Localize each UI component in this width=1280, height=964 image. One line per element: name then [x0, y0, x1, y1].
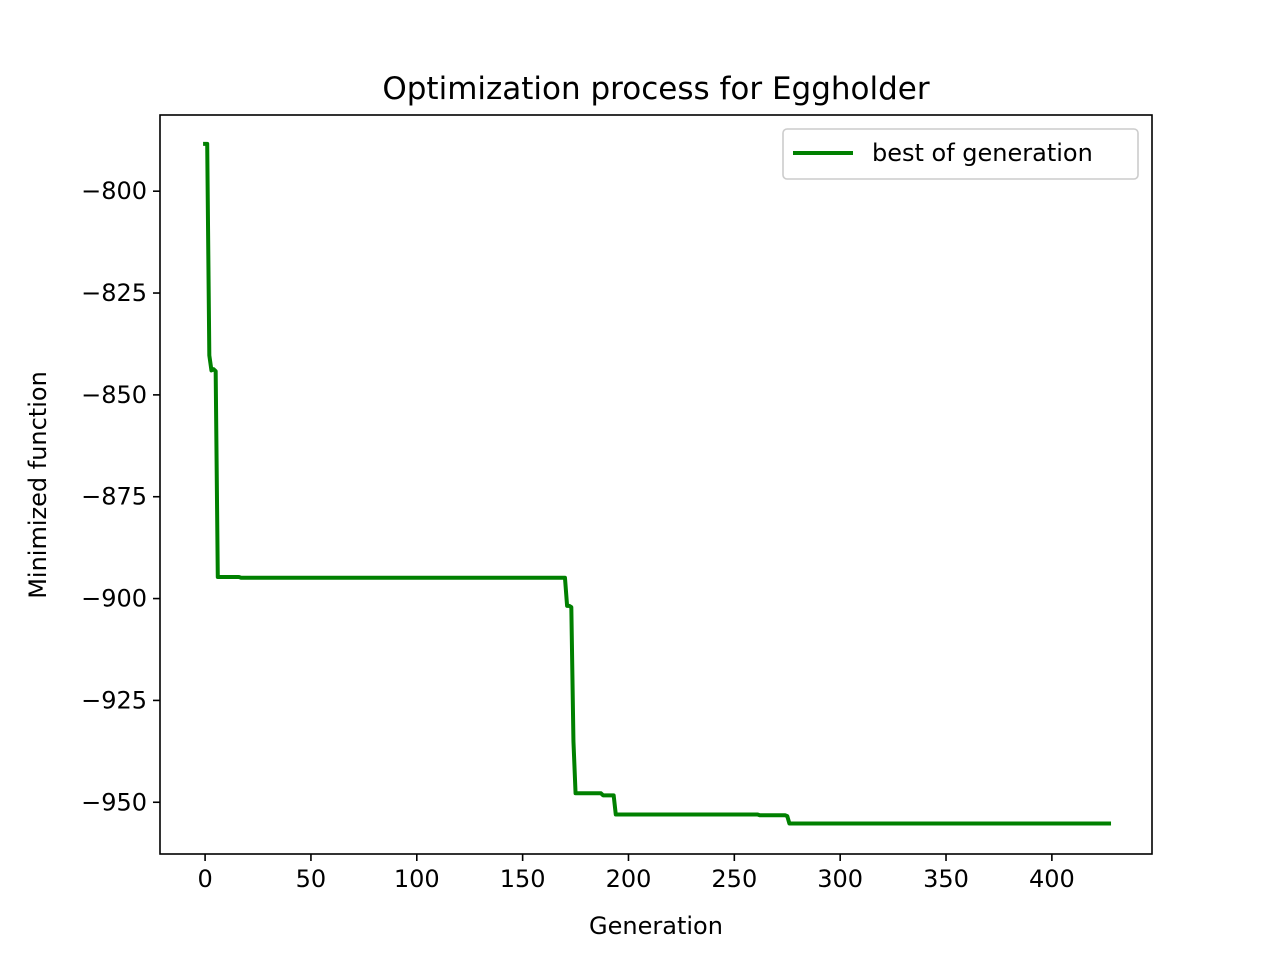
y-tick-label: −950 [81, 788, 147, 816]
x-axis: 0 50 100 150 200 250 300 350 400 [197, 854, 1075, 893]
x-tick-label: 0 [197, 865, 212, 893]
y-tick-label: −900 [81, 585, 147, 613]
x-axis-label: Generation [589, 912, 723, 940]
y-axis: −800 −825 −850 −875 −900 −925 −950 [81, 177, 160, 816]
x-tick-label: 350 [923, 865, 969, 893]
x-tick-label: 150 [500, 865, 546, 893]
x-tick-label: 50 [296, 865, 327, 893]
y-tick-label: −875 [81, 483, 147, 511]
plot-background [160, 115, 1152, 854]
x-tick-label: 300 [817, 865, 863, 893]
x-tick-label: 100 [394, 865, 440, 893]
plot-area [159, 114, 1153, 855]
series-line-0 [203, 141, 1112, 826]
x-tick-label: 200 [606, 865, 652, 893]
x-tick-label: 400 [1029, 865, 1075, 893]
x-tick-label: 250 [711, 865, 757, 893]
legend-entry-label: best of generation [872, 139, 1093, 167]
y-tick-label: −825 [81, 279, 147, 307]
y-tick-label: −800 [81, 177, 147, 205]
axes-frame [159, 114, 1153, 855]
series-layer [203, 141, 1112, 826]
legend-frame [782, 128, 1139, 180]
legend: best of generation [782, 128, 1139, 180]
y-axis-label: Minimized function [24, 371, 52, 599]
chart-title: Optimization process for Eggholder [382, 71, 930, 107]
y-tick-label: −925 [81, 686, 147, 714]
y-tick-label: −850 [81, 381, 147, 409]
